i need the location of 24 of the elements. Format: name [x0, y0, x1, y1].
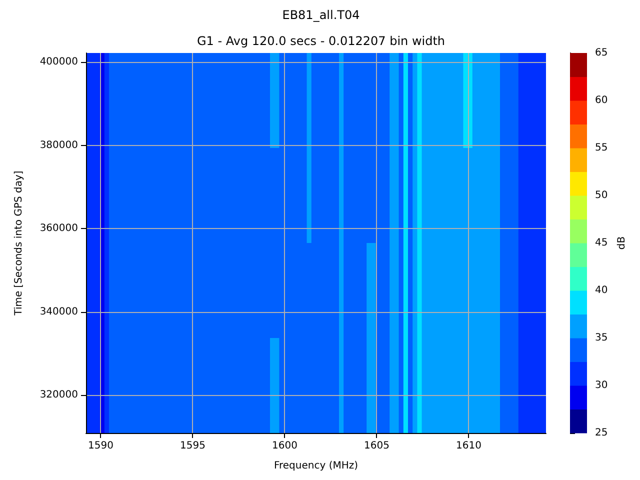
x-tick-label: 1610 [456, 440, 482, 452]
color-bar-label: 65 [595, 48, 608, 58]
x-tick-label: 1595 [180, 440, 206, 452]
color-bar-label: 30 [595, 380, 608, 391]
x-tick-label: 1590 [88, 440, 114, 452]
color-bar-title: dB [616, 236, 628, 250]
y-tick-label: 320000 [40, 390, 78, 401]
x-tick-label: 1600 [272, 440, 298, 452]
color-bar-label: 40 [595, 285, 608, 296]
color-bar-label: 50 [595, 190, 608, 201]
y-tick-label: 380000 [40, 140, 78, 151]
color-bar-label: 55 [595, 142, 608, 154]
y-axis-title: Time [Seconds into GPS day] [14, 170, 24, 316]
x-axis-title: Frequency (MHz) [274, 460, 358, 472]
y-tick-label: 340000 [40, 306, 78, 318]
y-tick-label: 400000 [40, 56, 78, 68]
color-bar-label: 60 [595, 95, 608, 106]
chart-subtitle: G1 - Avg 120.0 secs - 0.012207 bin width [196, 34, 446, 48]
color-bar-label: 35 [595, 332, 608, 344]
chart-title: EB81_all.T04 [282, 8, 360, 22]
color-bar-label: 25 [595, 428, 608, 438]
x-tick-label: 1605 [364, 440, 390, 452]
color-bar-label: 45 [595, 238, 608, 248]
y-tick-label: 360000 [40, 223, 78, 234]
